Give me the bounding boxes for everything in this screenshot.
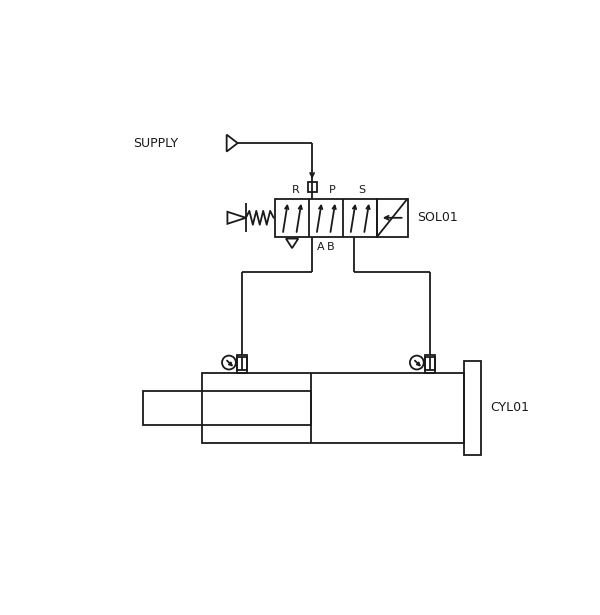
Bar (202, 373, 464, 443)
Bar (143, 391, 311, 425)
Text: S: S (358, 184, 365, 195)
Bar (238, 355, 247, 370)
Bar (425, 355, 434, 370)
Bar (464, 361, 481, 455)
Bar (377, 199, 407, 237)
Bar (425, 357, 436, 373)
Bar (275, 199, 377, 237)
Bar (308, 181, 317, 192)
Bar (236, 357, 247, 373)
Text: R: R (292, 184, 300, 195)
Text: B: B (327, 242, 335, 252)
Text: SUPPLY: SUPPLY (133, 137, 178, 149)
Text: P: P (329, 184, 335, 195)
Text: A: A (317, 242, 325, 252)
Text: SOL01: SOL01 (417, 212, 458, 224)
Text: CYL01: CYL01 (490, 402, 529, 415)
